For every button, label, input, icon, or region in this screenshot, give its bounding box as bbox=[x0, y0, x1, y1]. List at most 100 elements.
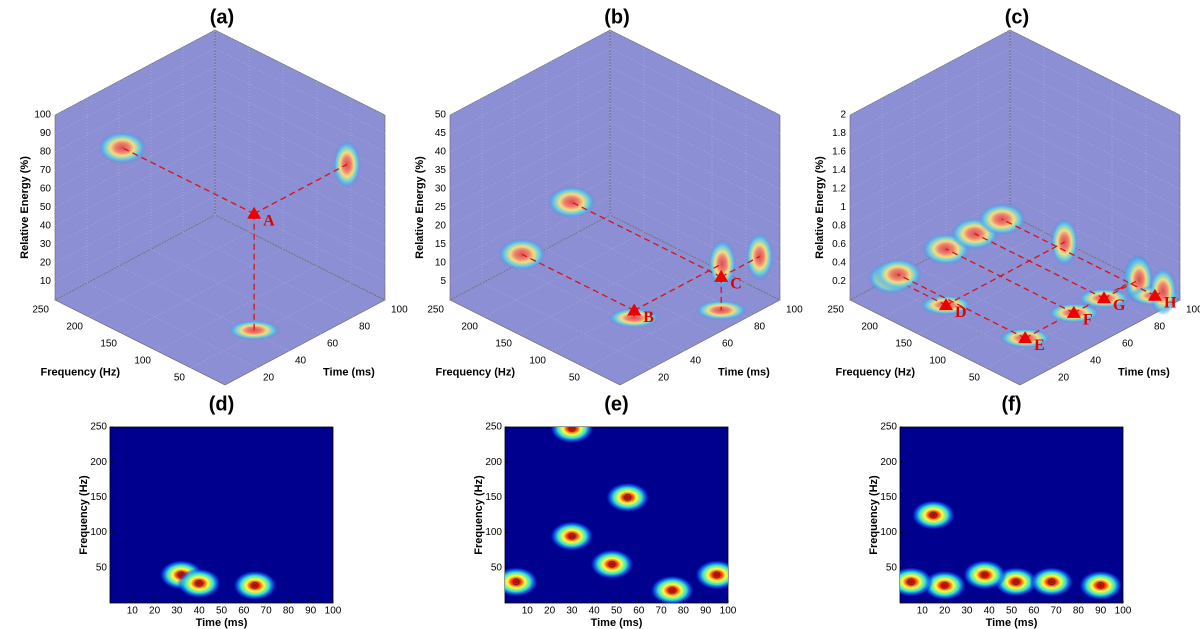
y-tick-label: 150 bbox=[895, 339, 912, 350]
projection-line bbox=[121, 147, 255, 215]
y-tick-label: 150 bbox=[880, 492, 897, 503]
hotspot-center bbox=[907, 578, 915, 586]
grid-line bbox=[449, 66, 611, 153]
y-tick-label: 100 bbox=[880, 527, 897, 538]
projection-line bbox=[1103, 279, 1140, 299]
x-axis-label: Time (ms) bbox=[196, 617, 248, 629]
hotspot-center bbox=[668, 586, 676, 594]
x-tick-label: 40 bbox=[1090, 356, 1102, 367]
x-tick-label: 100 bbox=[391, 305, 408, 316]
x-tick-label: 30 bbox=[566, 606, 578, 617]
hotspot-center bbox=[930, 511, 937, 519]
y-tick-label: 250 bbox=[427, 305, 444, 316]
x-tick-label: 100 bbox=[786, 305, 803, 316]
x-tick-label: 50 bbox=[1006, 606, 1018, 617]
z-tick-label: 80 bbox=[40, 147, 52, 158]
x-tick-label: 40 bbox=[690, 356, 702, 367]
y-tick-label: 50 bbox=[886, 562, 898, 573]
grid-line bbox=[54, 29, 216, 116]
y-tick-label: 50 bbox=[569, 373, 581, 384]
z-tick-label: 0.8 bbox=[832, 221, 846, 232]
hotspot-center bbox=[195, 579, 203, 587]
projection-line bbox=[974, 233, 1105, 299]
hotspot bbox=[505, 566, 539, 597]
y-axis-label: Frequency (Hz) bbox=[41, 366, 121, 378]
z-tick-label: 100 bbox=[34, 110, 51, 121]
grid-line bbox=[917, 248, 1079, 335]
y-tick-label: 150 bbox=[100, 339, 117, 350]
energy-blob bbox=[1149, 267, 1177, 316]
x-tick-label: 40 bbox=[295, 356, 307, 367]
grid-line bbox=[449, 29, 611, 116]
x-tick-label: 90 bbox=[305, 606, 317, 617]
hotspot bbox=[605, 482, 650, 513]
z-tick-label: 15 bbox=[435, 239, 447, 250]
hotspot-center bbox=[941, 582, 948, 589]
z-tick-label: 30 bbox=[40, 239, 52, 250]
panel-title: (d) bbox=[209, 393, 235, 415]
hotspot bbox=[177, 568, 222, 599]
hotspot-center bbox=[1012, 578, 1020, 586]
z-tick-label: 1.2 bbox=[832, 184, 846, 195]
hotspot-center bbox=[251, 582, 259, 589]
x-tick-label: 30 bbox=[961, 606, 973, 617]
x-tick-label: 80 bbox=[283, 606, 295, 617]
y-tick-label: 100 bbox=[134, 356, 151, 367]
grid-line bbox=[849, 159, 1011, 245]
x-tick-label: 80 bbox=[754, 322, 766, 333]
grid-line bbox=[849, 66, 1011, 153]
energy-blob bbox=[745, 232, 774, 281]
projection-line bbox=[253, 163, 348, 215]
z-tick-label: 2 bbox=[840, 110, 846, 121]
point-label: A bbox=[263, 212, 275, 229]
z-tick-label: 5 bbox=[440, 276, 446, 287]
z-tick-label: 40 bbox=[40, 221, 52, 232]
x-tick-label: 60 bbox=[722, 339, 734, 350]
y-tick-label: 200 bbox=[90, 457, 107, 468]
projection-line bbox=[720, 255, 760, 278]
y-axis-label: Frequency (Hz) bbox=[473, 475, 485, 555]
x-tick-label: 100 bbox=[1115, 606, 1132, 617]
z-tick-label: 0.6 bbox=[832, 239, 846, 250]
energy-blob bbox=[608, 307, 661, 328]
z-tick-label: 0.4 bbox=[832, 258, 846, 269]
grid-line bbox=[849, 122, 1011, 208]
grid-line bbox=[951, 265, 1113, 352]
z-tick-label: 1.6 bbox=[832, 147, 846, 158]
x-tick-label: 80 bbox=[359, 322, 371, 333]
y-tick-label: 50 bbox=[96, 562, 108, 573]
point-label: G bbox=[1113, 297, 1126, 314]
grid-line bbox=[849, 177, 1011, 264]
hotspot-center bbox=[1048, 578, 1055, 586]
point-label: B bbox=[643, 309, 654, 326]
hotspot-center bbox=[624, 494, 632, 501]
z-tick-label: 1 bbox=[840, 202, 846, 213]
y-tick-label: 150 bbox=[495, 339, 512, 350]
x-tick-label: 80 bbox=[1154, 322, 1166, 333]
panel-3d: (a) 10 20 30 40 50 60 70 80 90 100 20 40 60 80 100 50 100… bbox=[19, 6, 408, 386]
x-tick-label: 100 bbox=[325, 606, 342, 617]
x-tick-label: 20 bbox=[544, 606, 556, 617]
grid-line bbox=[54, 140, 216, 227]
x-tick-label: 20 bbox=[658, 373, 670, 384]
x-axis-label: Time (ms) bbox=[986, 617, 1038, 629]
hotspot bbox=[1029, 566, 1074, 597]
z-tick-label: 25 bbox=[435, 202, 447, 213]
z-tick-label: 30 bbox=[435, 184, 447, 195]
projection-line bbox=[633, 263, 723, 312]
grid-line bbox=[585, 282, 747, 369]
point-marker bbox=[247, 206, 262, 219]
grid-line bbox=[849, 48, 1011, 134]
grid-line bbox=[54, 177, 216, 264]
x-tick-label: 10 bbox=[127, 606, 139, 617]
energy-blob bbox=[228, 320, 281, 341]
grid-line bbox=[517, 248, 679, 335]
z-tick-label: 50 bbox=[40, 202, 52, 213]
panel-3d: (c) 0.2 0.4 0.6 0.8 1 1.2 1.4 1.6 1.8 2 20 40 60 80 100… bbox=[814, 6, 1200, 386]
projection-line bbox=[897, 273, 1026, 339]
y-tick-label: 100 bbox=[929, 356, 946, 367]
y-tick-label: 50 bbox=[174, 373, 186, 384]
z-tick-label: 20 bbox=[435, 221, 447, 232]
grid-line bbox=[449, 85, 611, 171]
grid-line bbox=[156, 265, 318, 352]
